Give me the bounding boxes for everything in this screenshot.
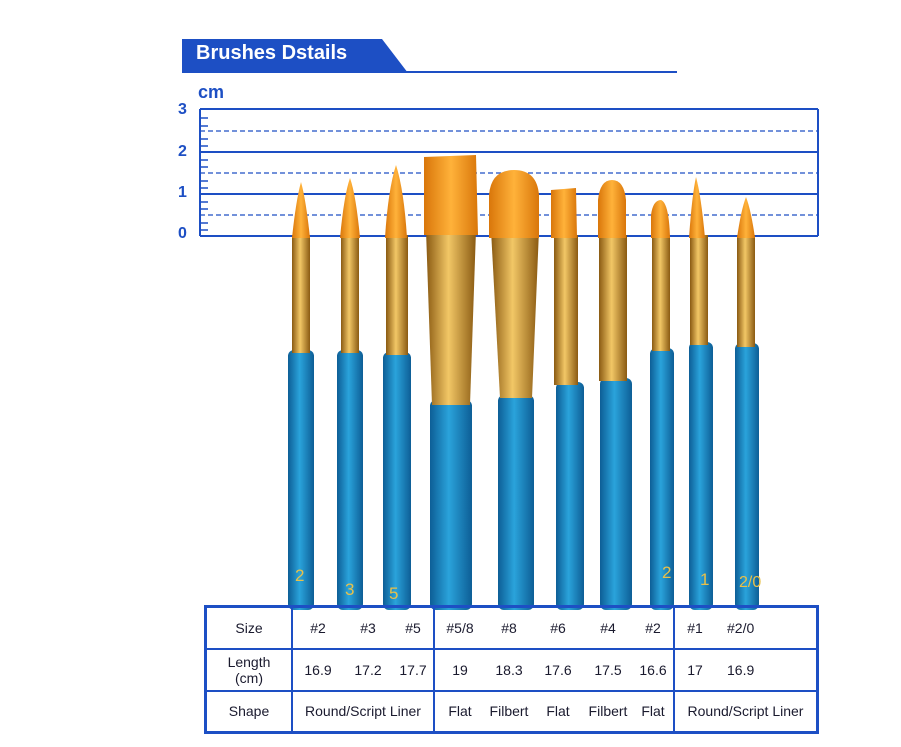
brush-filbert-8 — [489, 170, 539, 610]
ruler-tick-label: 0 — [178, 225, 187, 242]
size-cell: #2/0 — [727, 619, 755, 636]
brush-flat-2 — [650, 200, 674, 610]
brush-flat-5-8 — [424, 155, 478, 610]
size-cell: #1 — [687, 619, 703, 636]
length-row: Length (cm) 16.9 17.2 17.7 19 18.3 17.6 1… — [205, 647, 818, 691]
brush-round-2-0 — [735, 197, 759, 610]
brush-filbert-4 — [598, 180, 632, 610]
shape-cell: Flat — [533, 689, 583, 733]
unit-label: cm — [198, 82, 225, 102]
ruler-tick-label: 1 — [178, 184, 187, 201]
title-banner — [182, 39, 408, 73]
brush-flat-6 — [551, 188, 584, 610]
handle-size-number: 1 — [700, 570, 710, 589]
size-cell: #2 — [633, 606, 675, 649]
handle-size-number: 2 — [295, 566, 305, 585]
row-header: Length (cm) — [205, 647, 293, 691]
row-header: Shape — [205, 689, 293, 733]
handle-size-number: 2 — [662, 563, 672, 582]
shape-cell: Round/Script Liner — [674, 689, 818, 733]
ruler-tick-label: 3 — [178, 101, 187, 118]
shape-cell: Filbert — [583, 689, 633, 733]
handle-size-number: 3 — [345, 580, 355, 599]
length-cell: 17.7 — [393, 647, 435, 691]
brush-round-2 — [288, 182, 314, 610]
length-cell: 18.3 — [485, 647, 533, 691]
length-cell: 17.2 — [343, 647, 393, 691]
row-header: Size — [205, 606, 293, 649]
ruler-tick-label: 2 — [178, 143, 187, 160]
page-title: Brushes Dstails — [196, 42, 348, 64]
brush-round-1 — [689, 177, 713, 610]
shape-cell: Filbert — [485, 689, 533, 733]
size-cell: #2 — [310, 619, 326, 636]
shape-cell: Flat — [633, 689, 675, 733]
length-cell: 17 — [674, 647, 715, 691]
length-cell: 16.9 — [292, 647, 343, 691]
size-cell: #6 — [550, 619, 566, 636]
handle-size-number: 5 — [389, 584, 399, 603]
size-cell: #4 — [600, 619, 616, 636]
length-cell: 19 — [434, 647, 485, 691]
handle-size-number: 2/0 — [739, 574, 762, 591]
size-cell: #8 — [501, 619, 517, 636]
shape-row: Shape Round/Script Liner Flat Filbert Fl… — [205, 689, 818, 733]
brush-spec-table: Size #2 #3 #5 #5/8 #8 #6 #4 #2 #1 #2/0 L… — [204, 605, 819, 734]
brush-round-3 — [337, 178, 363, 610]
length-cell: 17.6 — [533, 647, 583, 691]
size-row: Size #2 #3 #5 #5/8 #8 #6 #4 #2 #1 #2/0 — [205, 606, 818, 649]
title-underline — [395, 71, 677, 73]
length-cell: 17.5 — [583, 647, 633, 691]
size-cell: #3 — [360, 619, 376, 636]
size-cell: #5 — [393, 606, 435, 649]
shape-cell: Flat — [434, 689, 485, 733]
brush-round-5 — [383, 165, 411, 610]
shape-cell: Round/Script Liner — [292, 689, 435, 733]
size-cell: #5/8 — [446, 619, 474, 636]
length-cell: 16.9 — [715, 647, 818, 691]
length-cell: 16.6 — [633, 647, 675, 691]
